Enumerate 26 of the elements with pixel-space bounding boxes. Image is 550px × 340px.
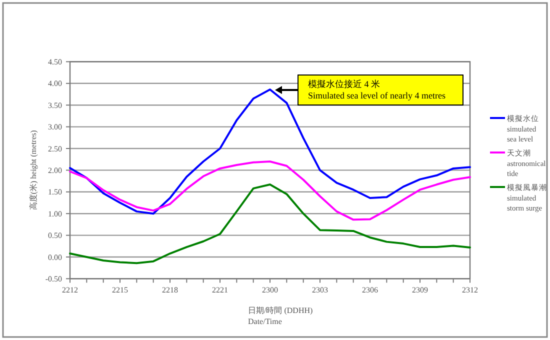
line-series xyxy=(69,160,471,221)
x-tick-label: 2300 xyxy=(262,286,278,295)
y-tick-label: 3.00 xyxy=(48,122,62,132)
y-tick-label: 3.50 xyxy=(48,100,62,110)
x-tick-label: 2303 xyxy=(312,286,328,295)
x-tick-label: 2306 xyxy=(362,286,378,295)
y-tick-label: 2.50 xyxy=(48,144,62,154)
line-series xyxy=(69,88,471,215)
y-tick-label: 0.50 xyxy=(48,231,62,240)
y-tick-label: 1.50 xyxy=(48,188,62,197)
y-tick-label: 4.00 xyxy=(48,79,62,88)
x-tick-label: 2218 xyxy=(162,286,178,295)
y-tick-label: -0.50 xyxy=(45,274,62,284)
y-tick-label: 0.00 xyxy=(48,252,62,262)
x-tick-label: 2309 xyxy=(412,286,428,295)
y-tick-label: 1.00 xyxy=(48,209,62,218)
y-tick-label: 2.00 xyxy=(48,166,62,175)
y-tick-label: 4.50 xyxy=(48,58,62,66)
xlabel: 日期/時間 (DDHH) Date/Time xyxy=(248,306,313,326)
x-tick-label: 2212 xyxy=(62,286,78,295)
x-tick-label: 2312 xyxy=(462,286,478,295)
y-axis-title: 高度(米) height (metres) xyxy=(29,130,38,210)
x-tick-label: 2215 xyxy=(112,286,128,295)
line-series xyxy=(69,184,471,264)
x-tick-label: 2221 xyxy=(212,286,228,295)
annotation: 模擬水位接近 4 米 Simulated sea level of nearly 4 metres xyxy=(308,79,446,100)
